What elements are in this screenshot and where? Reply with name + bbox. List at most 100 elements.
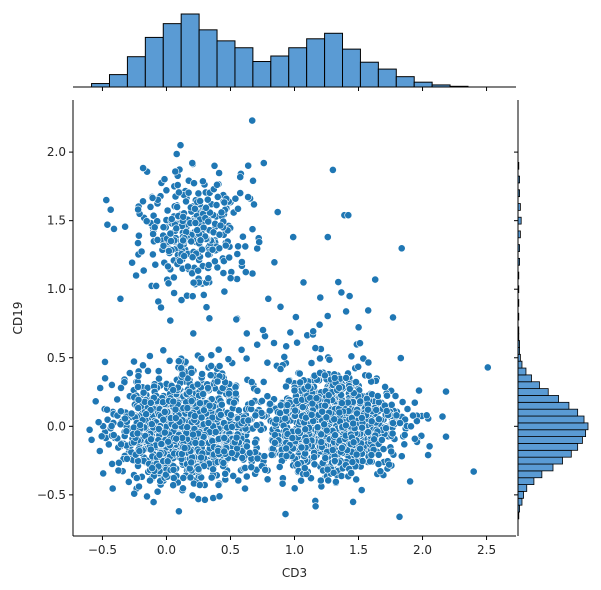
scatter-point <box>196 236 205 245</box>
scatter-point <box>167 237 175 245</box>
top-histogram-bar <box>198 29 218 88</box>
scatter-point <box>139 388 148 397</box>
scatter-point <box>288 434 297 442</box>
scatter-point <box>259 159 268 167</box>
scatter-point <box>159 223 168 232</box>
scatter-point <box>296 378 305 387</box>
scatter-point <box>219 269 228 277</box>
scatter-point <box>253 454 262 463</box>
scatter-point <box>374 460 383 468</box>
scatter-point <box>213 180 221 189</box>
scatter-point <box>169 481 178 490</box>
scatter-point <box>398 398 407 406</box>
scatter-point <box>102 196 111 204</box>
scatter-point <box>162 186 171 195</box>
scatter-point <box>196 399 204 408</box>
scatter-point <box>310 453 318 462</box>
scatter-point <box>293 460 302 469</box>
y-axis-label: CD19 <box>11 302 25 335</box>
scatter-point <box>238 453 247 462</box>
scatter-point <box>161 470 170 479</box>
scatter-point <box>199 390 207 398</box>
scatter-point <box>356 397 365 406</box>
top-histogram-bar <box>395 76 415 88</box>
scatter-point <box>331 431 339 440</box>
top-histogram-bar <box>342 48 361 88</box>
scatter-point <box>275 462 284 471</box>
scatter-point <box>154 367 163 375</box>
scatter-point <box>276 365 285 373</box>
top-histogram-bar <box>270 55 290 88</box>
scatter-point <box>264 294 273 303</box>
scatter-point <box>400 430 409 439</box>
scatter-point <box>159 346 168 355</box>
right-histogram-bar <box>517 449 572 458</box>
scatter-point <box>422 411 431 420</box>
scatter-point <box>115 458 123 467</box>
scatter-point <box>134 404 143 412</box>
scatter-point <box>160 175 169 184</box>
scatter-point <box>317 438 326 446</box>
scatter-point <box>151 260 160 269</box>
scatter-point <box>216 410 225 419</box>
scatter-point <box>354 323 363 332</box>
scatter-point <box>147 435 155 444</box>
scatter-point <box>172 150 181 158</box>
scatter-point <box>164 279 173 288</box>
scatter-point <box>154 424 163 433</box>
scatter-point <box>241 484 249 493</box>
scatter-point <box>193 380 202 389</box>
scatter-point <box>216 221 225 230</box>
scatter-point <box>330 456 339 465</box>
scatter-point <box>366 457 374 466</box>
scatter-point <box>267 450 276 459</box>
scatter-point <box>425 442 434 451</box>
scatter-point <box>385 460 393 469</box>
scatter-point <box>177 296 186 304</box>
right-histogram-bar <box>517 497 523 506</box>
scatter-point <box>282 382 290 391</box>
scatter-point <box>236 173 245 181</box>
scatter-point <box>412 417 421 425</box>
scatter-point <box>323 233 332 241</box>
x-axis-ticks: −0.5 0.0 0.5 1.0 1.5 2.0 2.5 <box>88 87 496 557</box>
scatter-point <box>247 399 256 407</box>
scatter-point <box>101 357 109 366</box>
scatter-point <box>278 479 287 488</box>
scatter-point <box>357 486 366 494</box>
scatter-point <box>286 328 295 337</box>
scatter-point <box>282 342 291 351</box>
scatter-point <box>260 452 269 461</box>
scatter-point <box>99 469 108 478</box>
right-marginal-histogram <box>517 100 589 536</box>
scatter-point <box>132 271 140 280</box>
right-histogram-bar <box>517 381 540 390</box>
scatter-point <box>208 245 217 254</box>
scatter-point <box>345 292 354 300</box>
scatter-point <box>367 450 376 459</box>
scatter-point <box>338 443 346 452</box>
scatter-point <box>397 452 406 461</box>
scatter-point <box>122 427 131 436</box>
scatter-point <box>352 450 361 459</box>
scatter-point <box>307 410 316 419</box>
scatter-point <box>330 415 339 424</box>
scatter-point <box>85 425 94 434</box>
scatter-point <box>282 444 291 453</box>
scatter-point <box>348 458 357 466</box>
scatter-point <box>104 440 113 449</box>
scatter-point <box>176 141 185 150</box>
scatter-point <box>134 382 142 391</box>
top-histogram-bar <box>288 47 308 88</box>
scatter-point <box>108 459 116 468</box>
scatter-point <box>328 165 337 174</box>
scatter-point <box>188 253 197 262</box>
scatter-point <box>337 399 346 407</box>
scatter-point <box>407 422 415 431</box>
scatter-point <box>356 339 364 348</box>
scatter-point <box>244 193 252 201</box>
right-histogram-bar <box>517 408 579 417</box>
top-histogram-bar <box>359 61 379 88</box>
scatter-point <box>312 394 321 403</box>
scatter-point <box>242 472 251 481</box>
